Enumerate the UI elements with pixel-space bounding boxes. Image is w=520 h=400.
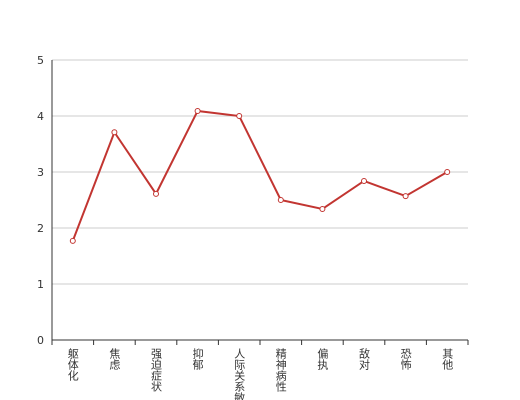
x-tick-label: 精神病性 bbox=[274, 348, 287, 393]
x-tick-label: 其他 bbox=[441, 348, 454, 370]
point bbox=[444, 169, 451, 175]
y-tick-label: 2 bbox=[37, 222, 44, 235]
y-tick-label: 3 bbox=[37, 166, 44, 179]
point bbox=[277, 197, 284, 203]
x-tick-label: 人际关系敏感 bbox=[233, 348, 246, 400]
x-tick-label: 恐怖 bbox=[399, 348, 412, 370]
point bbox=[111, 129, 118, 136]
point bbox=[402, 193, 409, 200]
x-tick-label: 躯体化 bbox=[66, 348, 79, 382]
line bbox=[71, 109, 448, 242]
y-tick-label: 5 bbox=[37, 54, 44, 67]
x-tick-label: 焦虑 bbox=[108, 348, 121, 370]
y-tick-label: 0 bbox=[37, 334, 44, 347]
point bbox=[319, 205, 326, 212]
x-tick-label: 偏执 bbox=[316, 347, 329, 371]
point bbox=[194, 107, 201, 114]
point bbox=[69, 237, 76, 244]
x-tick-label: 敌对 bbox=[358, 347, 371, 370]
point bbox=[361, 177, 367, 184]
point bbox=[153, 190, 159, 197]
y-tick-label: 1 bbox=[37, 278, 44, 291]
y-tick-label: 4 bbox=[37, 110, 44, 123]
x-tick-label: 强迫症状 bbox=[150, 348, 163, 392]
x-tick-label: 抑郁 bbox=[191, 347, 204, 370]
point bbox=[236, 113, 243, 119]
